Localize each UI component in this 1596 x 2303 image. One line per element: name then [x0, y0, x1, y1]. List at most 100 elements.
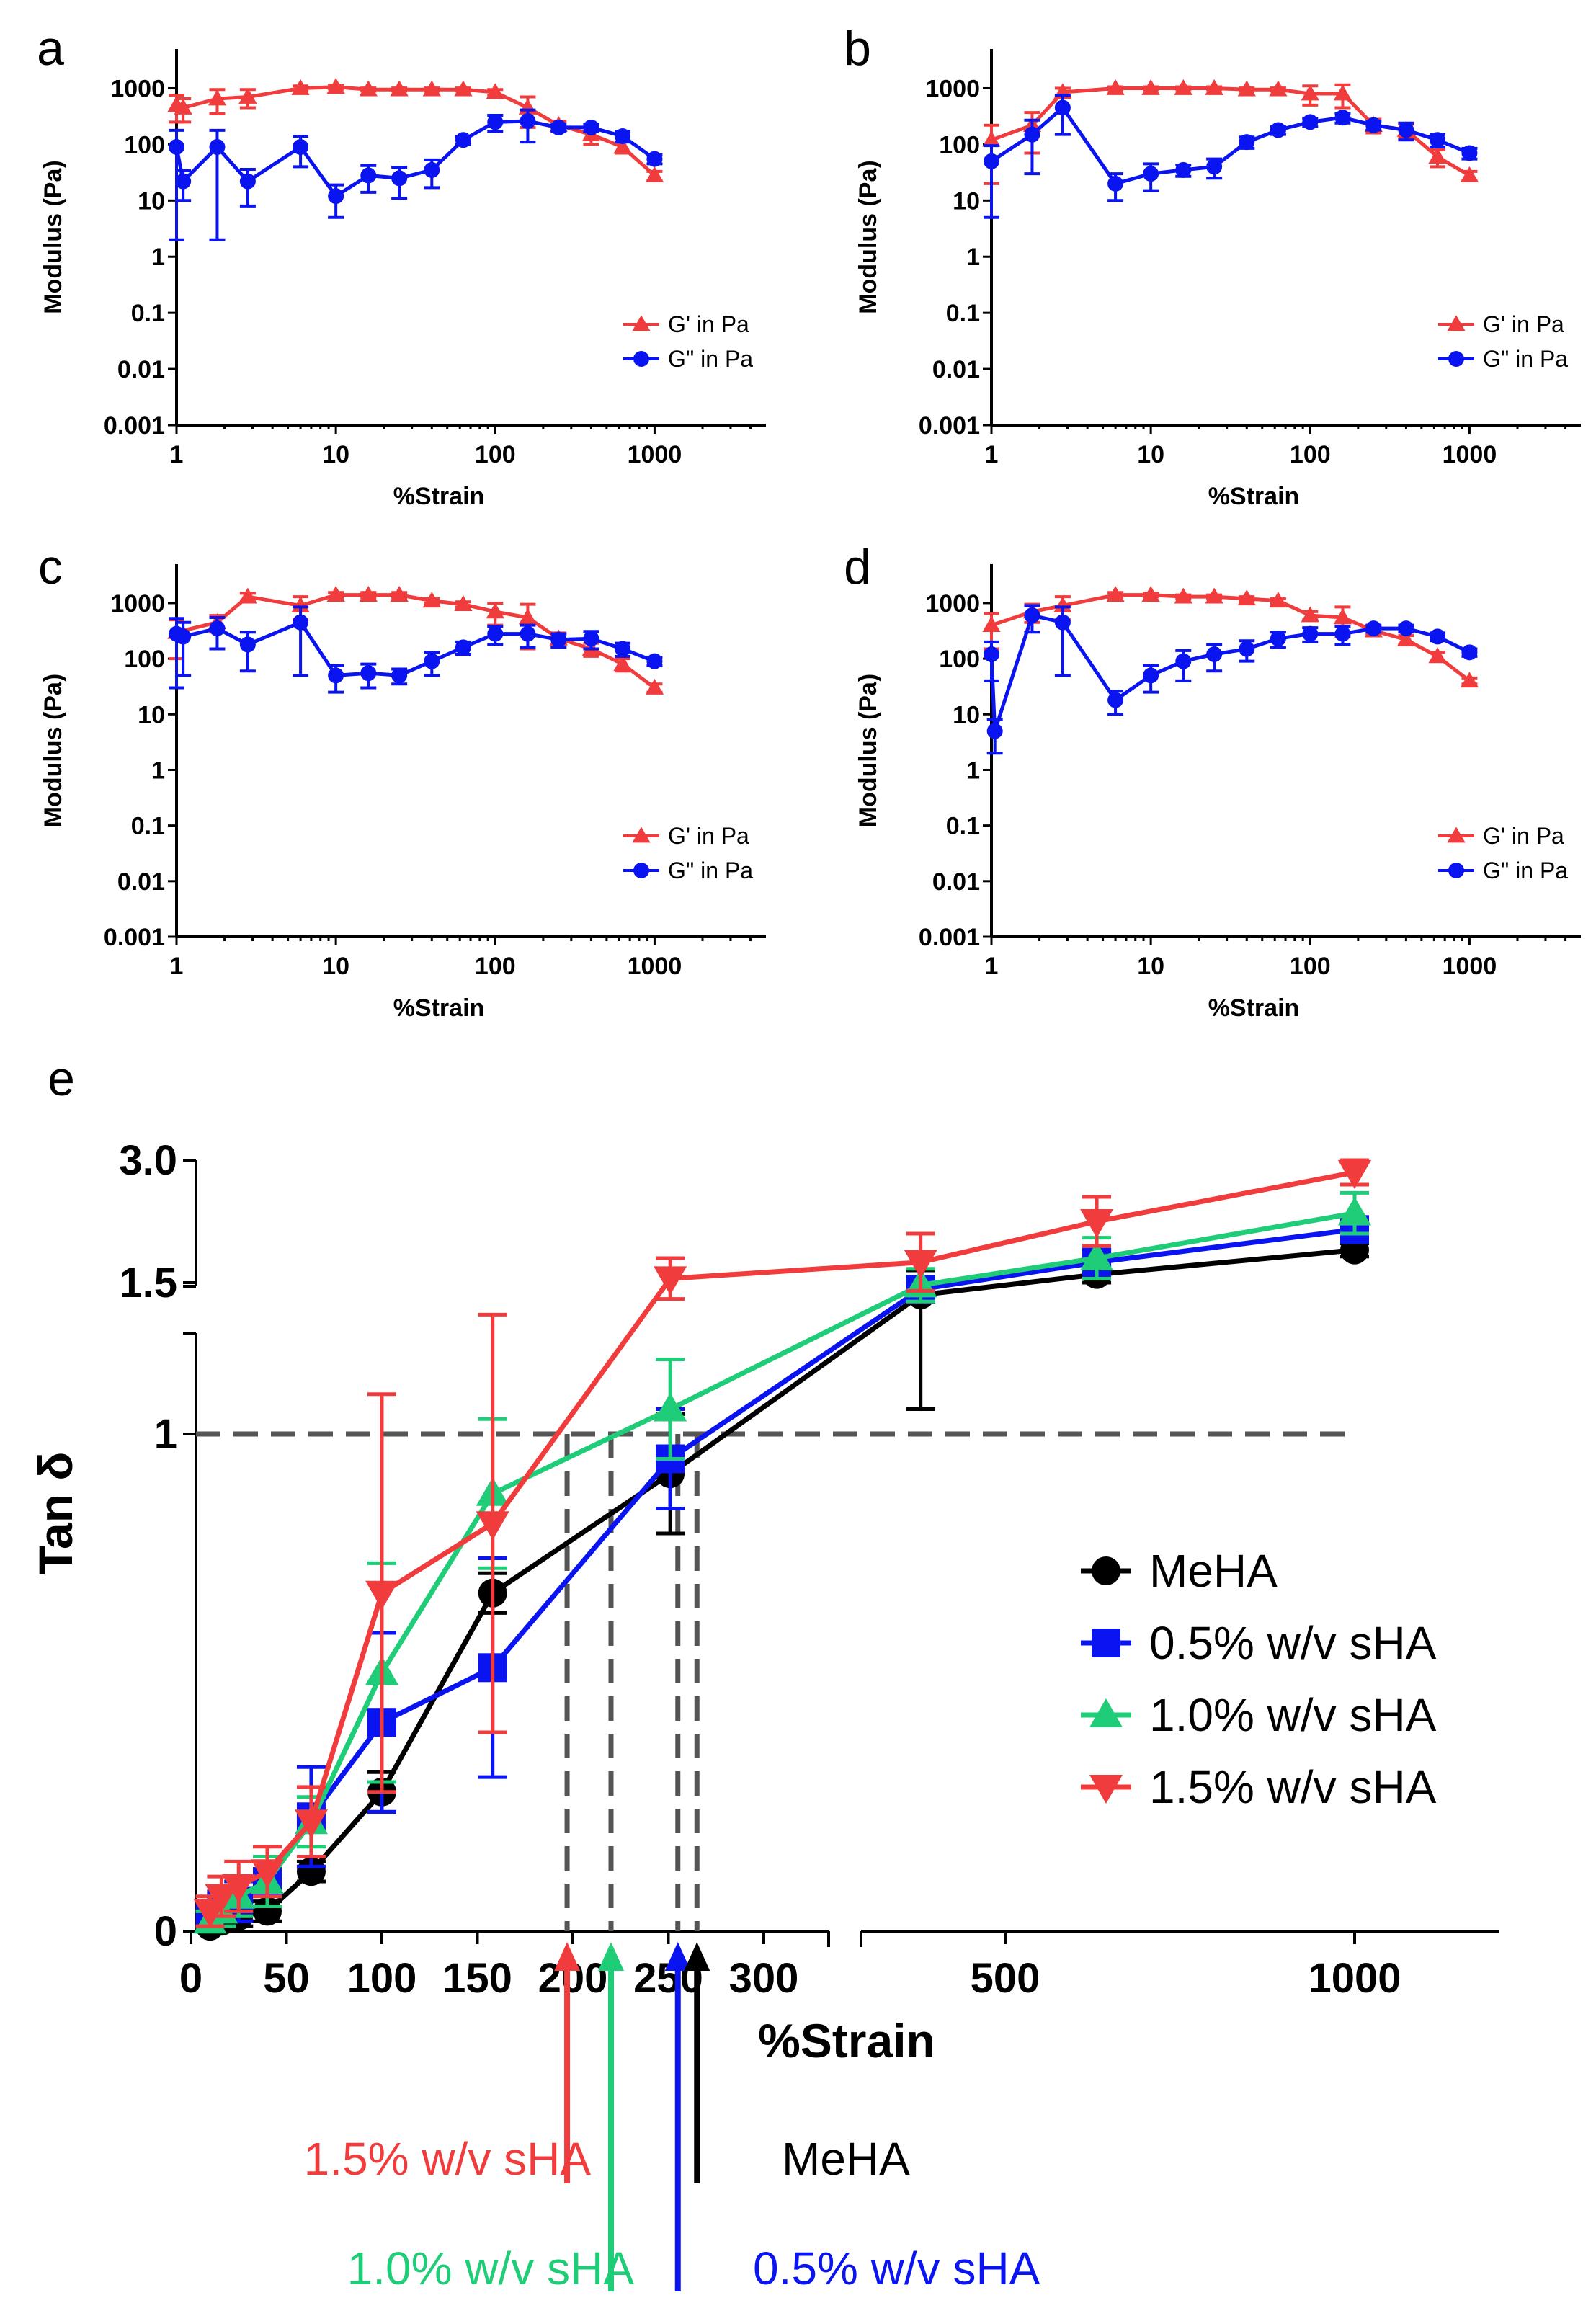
- panel-d-y-axis-title: Modulus (Pa): [855, 674, 882, 827]
- panel-c-series-line: [176, 620, 656, 677]
- panel-d-data-point: [1175, 653, 1192, 669]
- panel-b-data-point: [1143, 166, 1159, 182]
- panel-c-legend-marker: [632, 827, 651, 843]
- panel-c-y-tick-label: 10: [138, 701, 165, 729]
- panel-b-data-point: [1206, 159, 1223, 175]
- panel-c-data-point: [391, 667, 408, 684]
- panel-d-y-tick-label: 1: [966, 757, 980, 784]
- panel-a-series-line: [176, 85, 656, 177]
- crossover-arrow-head: [598, 1942, 624, 1971]
- panel-d-series-0: [982, 586, 1479, 688]
- panel-c-data-point: [583, 631, 599, 647]
- crossover-label: 1.0% w/v sHA: [347, 2242, 635, 2294]
- panel-b-data-point: [984, 153, 999, 169]
- panel-a-data-point: [486, 83, 504, 99]
- panel-d-data-point: [1206, 646, 1223, 663]
- panel-d-x-tick-label: 100: [1290, 953, 1331, 980]
- panel-e-data-point: [253, 1897, 282, 1926]
- panel-a-series-1: [169, 108, 663, 241]
- panel-d-data-point: [1398, 620, 1414, 637]
- panel-a-data-point: [239, 173, 256, 190]
- panel-c-data-point: [238, 587, 257, 604]
- panel-c-data-point: [424, 653, 440, 669]
- panel-d-data-point: [1107, 692, 1124, 708]
- crossover-arrow-head: [554, 1942, 581, 1971]
- panel-a-data-point: [291, 79, 310, 95]
- panel-a-data-point: [390, 80, 409, 97]
- panel-b-data-point: [1141, 79, 1160, 95]
- panel-a: a 0.001 0.01 0.1 1 10 100 1000 1 10 100 1000 %Strain…: [37, 21, 766, 510]
- panel-d-data-point: [1461, 644, 1478, 661]
- panel-b-y-tick-label: 0.001: [919, 412, 980, 440]
- panel-e-letter: e: [48, 1051, 75, 1106]
- panel-a-series-line: [174, 119, 656, 199]
- panel-b: b 0.001 0.01 0.1 1 10 100 1000 1 10 100 1000 %Strain…: [844, 21, 1581, 510]
- panel-d-data-point: [1430, 628, 1446, 645]
- panel-b-data-point: [1237, 80, 1256, 97]
- panel-e-data-point: [205, 1884, 238, 1913]
- panel-b-data-point: [1301, 84, 1319, 101]
- panel-e-data-point: [294, 1809, 328, 1839]
- panel-e-y-tick-label: 3.0: [119, 1137, 177, 1184]
- crossover-label: 1.5% w/v sHA: [304, 2133, 592, 2185]
- panel-c-data-point: [615, 641, 631, 657]
- panel-e-x-tick-label: 50: [263, 1955, 310, 2002]
- panel-e-data-point: [654, 1392, 687, 1422]
- panel-a-data-point: [454, 80, 473, 97]
- panel-d-y-tick-label: 1000: [925, 590, 980, 618]
- panel-c-data-point: [487, 625, 504, 642]
- panel-a-data-point: [487, 114, 504, 130]
- panel-a-legend-label: G" in Pa: [668, 346, 753, 372]
- panel-a-y-tick-label: 10: [138, 187, 165, 215]
- panel-b-y-tick-label: 1: [966, 244, 980, 271]
- panel-c-data-point: [422, 592, 441, 608]
- panel-a-data-point: [646, 151, 663, 167]
- panel-d-data-point: [1174, 587, 1192, 604]
- panel-a-data-point: [455, 132, 471, 148]
- panel-b-y-tick-label: 0.01: [932, 356, 980, 383]
- panel-a-y-tick-label: 1000: [110, 75, 165, 102]
- panel-a-data-point: [583, 119, 599, 135]
- panel-d-data-point: [1396, 631, 1416, 647]
- panel-b-data-point: [1270, 122, 1286, 138]
- panel-e-x-tick-label: 300: [729, 1955, 799, 2002]
- crossover-label: MeHA: [782, 2133, 910, 2185]
- panel-e-x-axis-title: %Strain: [758, 2014, 935, 2067]
- panel-d-y-tick-label: 10: [953, 701, 980, 729]
- panel-e-legend-marker: [1089, 1698, 1123, 1727]
- panel-c-data-point: [646, 653, 663, 669]
- panel-b-data-point: [1461, 145, 1478, 161]
- panel-d-data-point: [1269, 592, 1288, 608]
- panel-a-data-point: [645, 166, 664, 182]
- panel-d-data-point: [1237, 589, 1256, 606]
- panel-a-y-tick-label: 0.1: [131, 300, 165, 327]
- panel-a-data-point: [613, 138, 632, 154]
- panel-a-x-tick-label: 10: [322, 441, 349, 468]
- panel-b-data-point: [1460, 166, 1479, 182]
- panel-b-legend-marker: [1448, 351, 1464, 367]
- panel-c-y-tick-label: 1000: [110, 590, 165, 618]
- panel-a-x-tick-label: 100: [475, 441, 516, 468]
- panel-a-x-tick-label: 1000: [628, 441, 682, 468]
- panel-d-data-point: [1301, 606, 1319, 623]
- panel-b-data-point: [1334, 110, 1351, 126]
- panel-a-data-point: [328, 188, 344, 205]
- panel-b-data-point: [1428, 148, 1447, 164]
- panel-a-data-point: [615, 128, 631, 145]
- panel-e-data-point: [296, 1857, 326, 1886]
- panel-c-data-point: [645, 678, 664, 695]
- panel-a-legend-marker: [633, 351, 649, 367]
- panel-d-data-point: [1205, 587, 1223, 604]
- panel-c-y-tick-label: 0.001: [104, 924, 165, 951]
- panel-c-data-point: [328, 667, 344, 684]
- panel-e-data-point: [222, 1874, 256, 1903]
- panel-b-data-point: [1205, 79, 1223, 95]
- panel-c-data-point: [360, 665, 377, 682]
- panel-d-data-point: [1333, 608, 1352, 625]
- panel-a-data-point: [550, 119, 567, 135]
- panel-b-y-tick-label: 10: [953, 187, 980, 215]
- panel-d-data-point: [1334, 625, 1351, 642]
- panel-b-data-point: [982, 130, 1001, 147]
- crossover-arrow-head: [684, 1942, 710, 1971]
